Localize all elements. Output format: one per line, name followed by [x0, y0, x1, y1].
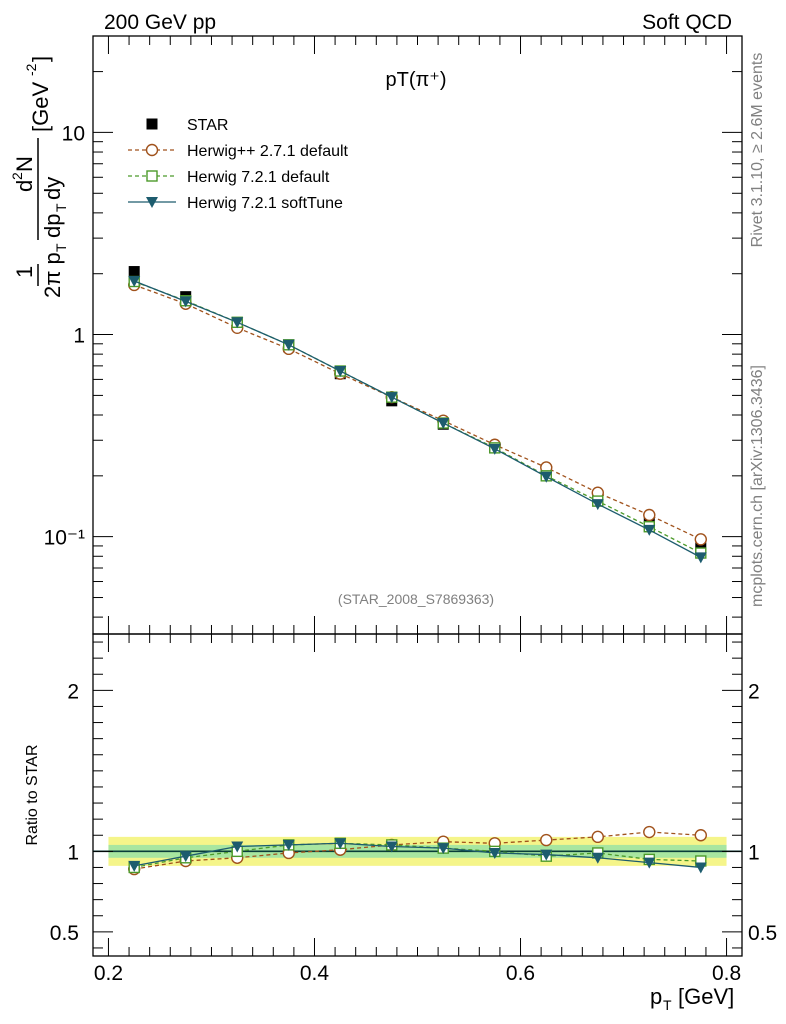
- ratio-point-herwig-7-2-1-softtune: [437, 843, 450, 855]
- ratio-point-herwig-7-2-1-softtune: [540, 849, 553, 861]
- ratio-line-herwig-7-2-1-softtune: [134, 842, 701, 869]
- ratio-y-tick-label-right: 1: [748, 841, 760, 864]
- legend-label-herwig-7-2-1-default: Herwig 7.2.1 default: [187, 169, 330, 186]
- ratio-y-axis-label: Ratio to STAR: [24, 744, 41, 845]
- legend-marker-herwig-7-2-1-softtune: [146, 197, 158, 208]
- x-tick-label: 0.4: [300, 962, 330, 985]
- svg-text:dp: dp: [40, 214, 65, 238]
- svg-text:2: 2: [9, 172, 25, 180]
- svg-text:p: p: [650, 984, 662, 1009]
- point-herwig-2-7-1-default: [694, 533, 707, 546]
- ratio-point-herwig-2-7-1-default: [540, 833, 553, 847]
- chart-title: pT(π⁺): [385, 69, 446, 91]
- point-herwig-7-2-1-softtune: [282, 339, 295, 351]
- header-right: Soft QCD: [642, 11, 732, 34]
- point-star: [128, 266, 140, 278]
- svg-text:T: T: [663, 997, 672, 1013]
- legend-marker-herwig-7-2-1-default: [146, 170, 158, 182]
- point-herwig-7-2-1-softtune: [231, 317, 244, 329]
- ratio-point-herwig-7-2-1-softtune: [334, 838, 347, 850]
- legend-label-herwig-2-7-1-default: Herwig++ 2.7.1 default: [187, 143, 349, 160]
- series-line-herwig-7-2-1-default: [133, 280, 702, 554]
- svg-text:dy: dy: [40, 177, 65, 200]
- ratio-point-herwig-7-2-1-softtune: [179, 851, 192, 863]
- legend-label-star: STAR: [187, 117, 228, 134]
- main-series-group: [128, 266, 707, 564]
- header-left: 200 GeV pp: [104, 11, 216, 34]
- ratio-point-herwig-2-7-1-default: [591, 830, 604, 844]
- svg-text:[GeV: [GeV: [28, 82, 53, 132]
- ratio-point-herwig-7-2-1-softtune: [591, 852, 604, 864]
- point-herwig-7-2-1-softtune: [540, 471, 553, 483]
- ratio-point-herwig-7-2-1-softtune: [643, 857, 656, 869]
- ratio-point-herwig-7-2-1-softtune: [231, 841, 244, 853]
- analysis-label: (STAR_2008_S7869363): [338, 591, 494, 607]
- ratio-point-herwig-7-2-1-softtune: [488, 847, 501, 859]
- point-herwig-7-2-1-softtune: [179, 296, 192, 308]
- svg-text:d: d: [12, 180, 37, 192]
- svg-text:[GeV]: [GeV]: [678, 984, 734, 1009]
- point-herwig-7-2-1-softtune: [488, 443, 501, 455]
- x-axis-label: p T [GeV]: [650, 984, 734, 1013]
- svg-text:]: ]: [28, 56, 53, 62]
- ratio-panel-frame: [92, 633, 743, 957]
- svg-text:2π p: 2π p: [40, 252, 65, 298]
- legend-label-herwig-7-2-1-softtune: Herwig 7.2.1 softTune: [187, 195, 343, 212]
- ratio-point-herwig-7-2-1-softtune: [282, 839, 295, 851]
- ratio-axis-ticks: [93, 634, 742, 956]
- source-label: mcplots.cern.ch [arXiv:1306.3436]: [749, 365, 766, 607]
- main-axis-ticks: [93, 35, 742, 634]
- legend-marker-star: [146, 118, 158, 130]
- series-line-herwig-7-2-1-softtune: [133, 280, 702, 558]
- point-herwig-7-2-1-softtune: [128, 276, 141, 288]
- point-herwig-7-2-1-softtune: [334, 366, 347, 378]
- series-line-herwig-2-7-1-default: [133, 284, 702, 540]
- x-tick-label: 0.6: [506, 962, 535, 985]
- svg-text:T: T: [53, 203, 69, 212]
- main-y-tick-labels: 10 1 10⁻¹: [44, 122, 85, 549]
- ratio-y-tick-label-left: 1: [67, 841, 79, 864]
- ratio-point-herwig-2-7-1-default: [643, 825, 656, 839]
- ratio-point-herwig-7-2-1-softtune: [694, 862, 707, 874]
- point-herwig-7-2-1-softtune: [694, 552, 707, 564]
- svg-text:1: 1: [12, 266, 37, 278]
- ratio-point-herwig-7-2-1-softtune: [385, 841, 398, 853]
- main-y-tick-label: 10⁻¹: [44, 527, 85, 550]
- x-tick-label: 0.2: [94, 962, 123, 985]
- ratio-y-tick-label-right: 2: [748, 680, 760, 703]
- svg-text:N: N: [12, 156, 37, 172]
- legend-marker-herwig-2-7-1-default: [145, 143, 159, 157]
- svg-text:T: T: [53, 243, 69, 252]
- point-herwig-7-2-1-softtune: [643, 524, 656, 536]
- rivet-label: Rivet 3.1.10, ≥ 2.6M events: [749, 53, 766, 248]
- point-herwig-7-2-1-softtune: [591, 499, 604, 511]
- ratio-point-herwig-7-2-1-softtune: [128, 860, 141, 872]
- point-herwig-2-7-1-default: [643, 508, 656, 522]
- ratio-y-tick-label-right: 0.5: [748, 922, 777, 945]
- svg-text:-2: -2: [23, 63, 39, 76]
- point-herwig-7-2-1-softtune: [437, 418, 450, 430]
- ratio-tick-labels: 0.5 0.5 1 1 2 2 0.2 0.4 0.6 0.8: [50, 680, 777, 985]
- legend: STAR Herwig++ 2.7.1 default Herwig 7.2.1 d…: [128, 117, 349, 212]
- main-y-tick-label: 1: [73, 325, 85, 348]
- point-herwig-7-2-1-softtune: [385, 392, 398, 404]
- main-y-axis-label: 1 2π p T d 2 N dp T dy [GeV -2 ]: [9, 56, 69, 298]
- x-tick-label: 0.8: [712, 962, 741, 985]
- ratio-y-tick-label-left: 0.5: [50, 922, 79, 945]
- ratio-series-group: [128, 825, 707, 876]
- ratio-point-herwig-2-7-1-default: [694, 829, 707, 842]
- ratio-y-tick-label-left: 2: [67, 680, 79, 703]
- main-y-tick-label: 10: [62, 122, 85, 145]
